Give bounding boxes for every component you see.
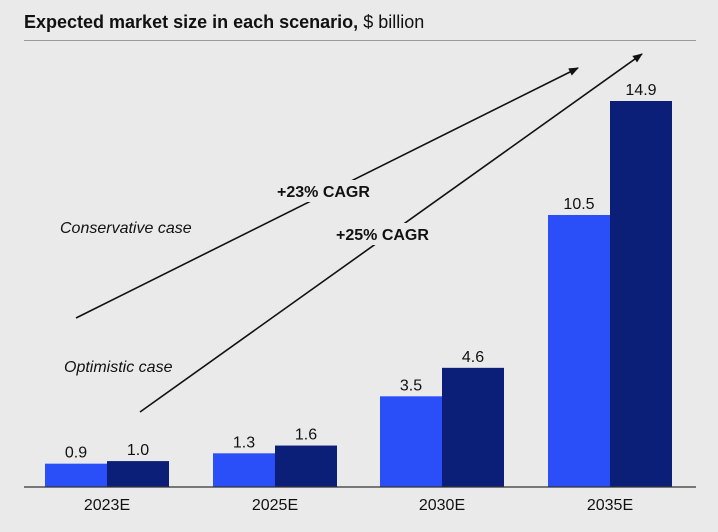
optimistic-case-label: Optimistic case: [64, 359, 173, 376]
cagr-label-bg-conservative: [274, 180, 356, 202]
bar-optimistic-2030E: [442, 367, 504, 487]
value-label-optimistic-2023E: 1.0: [127, 442, 149, 459]
x-tick-label-2035E: 2035E: [587, 497, 633, 514]
cagr-label-bg-optimistic: [334, 223, 442, 245]
x-tick-label-2025E: 2025E: [252, 497, 298, 514]
bars-group: [45, 101, 672, 487]
chart-title-unit: $ billion: [363, 12, 425, 32]
bar-optimistic-2025E: [275, 445, 337, 487]
bar-conservative-2035E: [548, 214, 610, 487]
conservative-case-label: Conservative case: [60, 220, 192, 237]
value-label-optimistic-2035E: 14.9: [625, 82, 656, 99]
bar-conservative-2025E: [213, 453, 275, 487]
value-labels-group: 0.9 1.0 1.3 1.6 3.5 4.6 10.5 14.9: [65, 82, 657, 462]
conservative-cagr-label: +23% CAGR: [277, 184, 370, 201]
optimistic-cagr-label: +25% CAGR: [336, 227, 429, 244]
bar-optimistic-2035E: [610, 101, 672, 487]
value-label-conservative-2030E: 3.5: [400, 377, 422, 394]
value-label-conservative-2035E: 10.5: [563, 196, 594, 213]
bar-conservative-2030E: [380, 396, 442, 487]
value-label-optimistic-2025E: 1.6: [295, 427, 317, 444]
value-label-conservative-2023E: 0.9: [65, 445, 87, 462]
x-tick-label-2030E: 2030E: [419, 497, 465, 514]
value-label-optimistic-2030E: 4.6: [462, 349, 484, 366]
bar-conservative-2023E: [45, 463, 107, 487]
value-label-conservative-2025E: 1.3: [233, 434, 255, 451]
chart-title-main: Expected market size in each scenario,: [24, 12, 359, 32]
x-tick-label-2023E: 2023E: [84, 497, 130, 514]
x-tick-labels-group: 2023E 2025E 2030E 2035E: [84, 497, 633, 514]
annotations-group: +23% CAGR +25% CAGR Conservative case Op…: [60, 53, 643, 413]
chart-title: Expected market size in each scenario, $…: [24, 12, 424, 33]
bar-optimistic-2023E: [107, 461, 169, 487]
title-divider: [24, 40, 696, 41]
